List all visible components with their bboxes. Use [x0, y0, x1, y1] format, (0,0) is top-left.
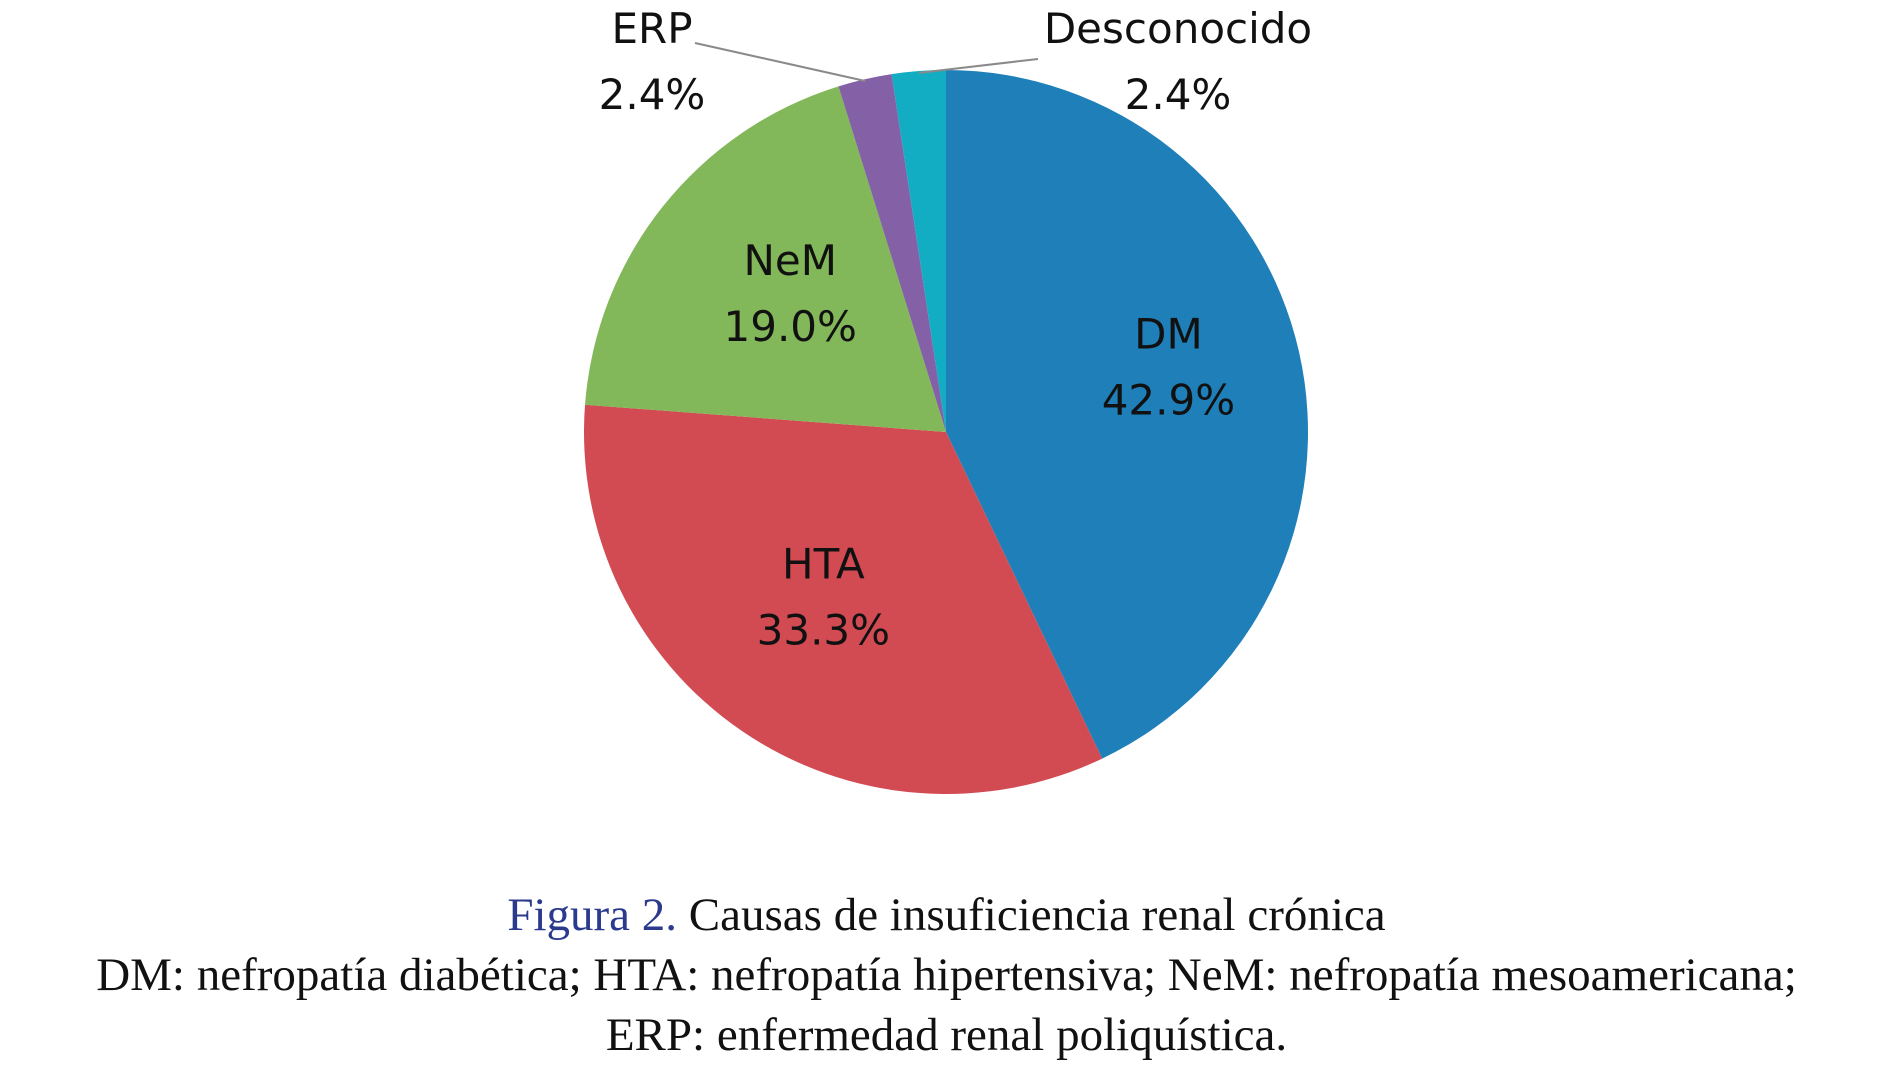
- pie-slice-hta: [583, 404, 1103, 795]
- figure-number: Figura 2.: [507, 889, 678, 941]
- caption-title-line: Figura 2. Causas de insuficiencia renal …: [0, 885, 1893, 945]
- leader-line-erp: [694, 42, 866, 82]
- leader-lines: [694, 42, 1039, 82]
- slice-value-nem: 19.0%: [724, 302, 857, 351]
- figure-caption: Figura 2. Causas de insuficiencia renal …: [0, 885, 1893, 1065]
- slice-value-erp: 2.4%: [599, 70, 706, 119]
- caption-abbreviations-line-2: ERP: enfermedad renal poliquística.: [605, 1009, 1288, 1062]
- leader-line-desconocido: [918, 58, 1039, 74]
- pie-slice-erp: [838, 74, 946, 433]
- pie-slices: [583, 70, 1309, 795]
- slice-label-erp: ERP: [611, 4, 692, 53]
- slice-labels: DM 42.9% HTA 33.3% NeM 19.0% ERP 2.4% Desconocid…: [599, 4, 1313, 654]
- caption-abbreviations-line-1: DM: nefropatía diabética; HTA: nefropatí…: [96, 949, 1797, 1002]
- slice-value-dm: 42.9%: [1102, 376, 1235, 425]
- pie-slice-dm: [946, 70, 1309, 759]
- slice-value-hta: 33.3%: [757, 605, 890, 654]
- slice-label-hta: HTA: [782, 539, 865, 588]
- slice-value-desconocido: 2.4%: [1125, 70, 1232, 119]
- pie-slice-nem: [585, 86, 946, 432]
- pie-slice-desconocido: [891, 70, 946, 432]
- slice-label-nem: NeM: [743, 236, 837, 285]
- slice-label-dm: DM: [1134, 310, 1203, 359]
- figure-title: Causas de insuficiencia renal crónica: [688, 889, 1386, 941]
- slice-label-desconocido: Desconocido: [1044, 4, 1312, 53]
- pie-chart: DM 42.9% HTA 33.3% NeM 19.0% ERP 2.4% Desconocid…: [583, 4, 1313, 795]
